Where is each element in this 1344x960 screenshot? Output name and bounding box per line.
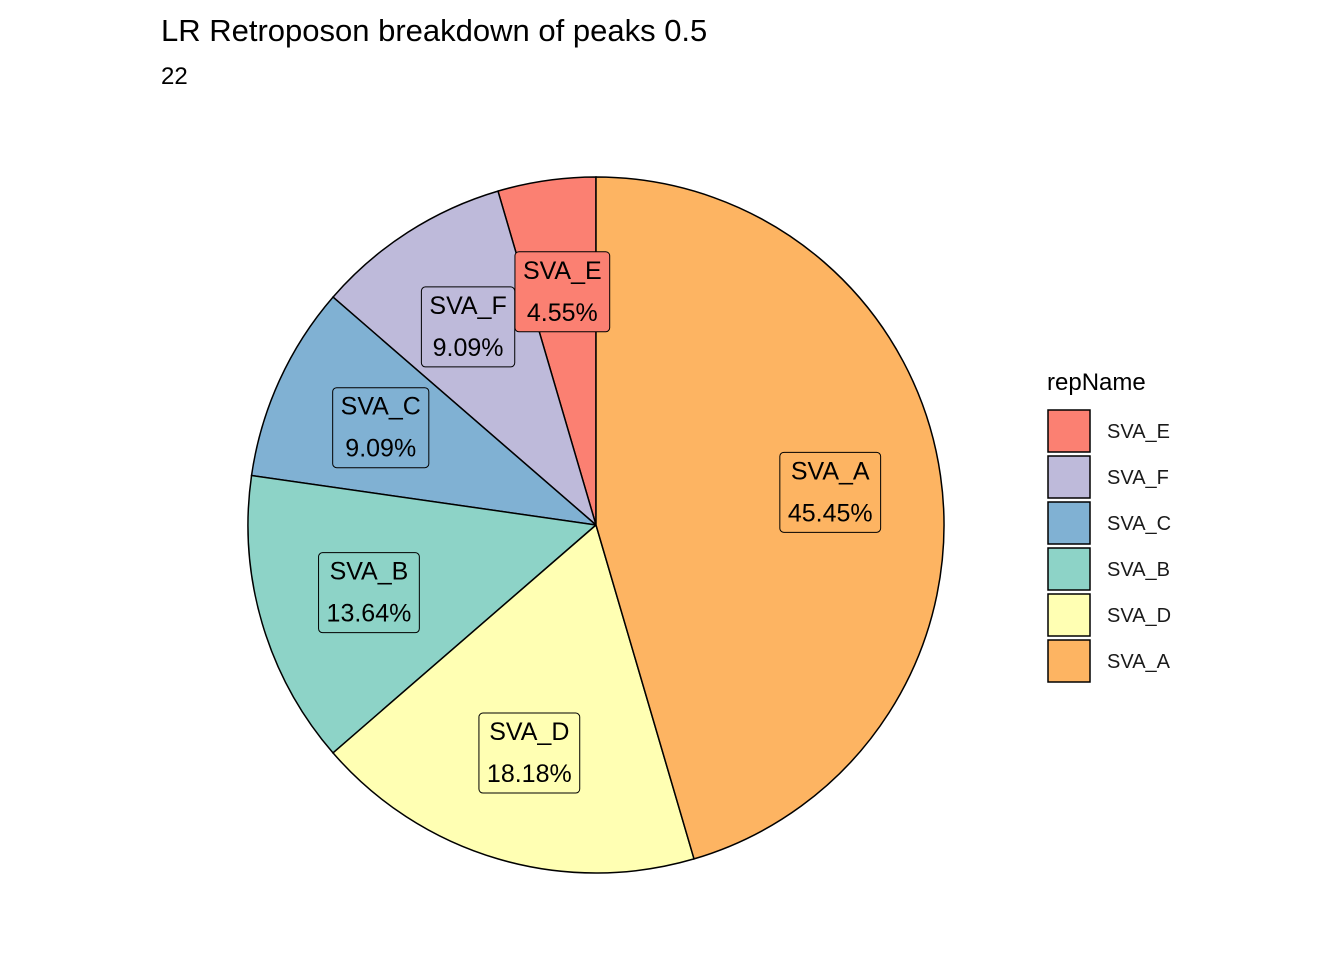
slice-label-sva-d: SVA_D 18.18% bbox=[478, 712, 581, 794]
pie-slice-sva-a bbox=[595, 176, 945, 860]
legend-title: repName bbox=[1047, 369, 1146, 396]
slice-label-percent: 45.45% bbox=[788, 499, 873, 527]
slice-label-percent: 9.09% bbox=[345, 435, 416, 463]
legend-key-sva-a bbox=[1047, 639, 1091, 683]
legend-label: SVA_F bbox=[1107, 467, 1169, 489]
legend-label: SVA_E bbox=[1107, 421, 1170, 443]
legend-label: SVA_B bbox=[1107, 559, 1170, 581]
slice-label-sva-f: SVA_F 9.09% bbox=[420, 286, 516, 368]
slice-label-name: SVA_B bbox=[330, 558, 409, 586]
slice-label-sva-b: SVA_B 13.64% bbox=[318, 552, 420, 634]
slice-label-percent: 4.55% bbox=[527, 299, 598, 327]
legend-label: SVA_C bbox=[1107, 513, 1171, 535]
pie-slice-sva-d bbox=[331, 523, 695, 874]
slice-label-box bbox=[332, 387, 430, 469]
slice-label-name: SVA_E bbox=[523, 257, 602, 285]
slice-label-name: SVA_C bbox=[341, 393, 421, 421]
slice-label-box bbox=[420, 286, 516, 368]
legend-key-sva-b bbox=[1047, 547, 1091, 591]
legend-key-sva-e bbox=[1047, 409, 1091, 453]
slice-label-sva-c: SVA_C 9.09% bbox=[332, 387, 430, 469]
legend: repName SVA_E SVA_F SVA_C SVA_B SVA_D SVA_A bbox=[1047, 369, 1171, 683]
slice-label-name: SVA_D bbox=[489, 718, 569, 746]
slice-label-name: SVA_A bbox=[791, 457, 870, 485]
legend-key-sva-d bbox=[1047, 593, 1091, 637]
legend-key-sva-f bbox=[1047, 455, 1091, 499]
legend-key-sva-c bbox=[1047, 501, 1091, 545]
chart-subtitle: 22 bbox=[161, 63, 188, 90]
legend-label: SVA_D bbox=[1107, 605, 1171, 627]
chart-title: LR Retroposon breakdown of peaks 0.5 bbox=[161, 13, 707, 48]
slice-label-sva-e: SVA_E 4.55% bbox=[514, 251, 611, 333]
legend-label: SVA_A bbox=[1107, 651, 1171, 673]
slice-label-percent: 13.64% bbox=[327, 600, 412, 628]
pie-slice-sva-b bbox=[247, 474, 598, 754]
slice-label-name: SVA_F bbox=[429, 292, 506, 320]
slice-labels: SVA_E 4.55% SVA_F 9.09% SVA_C 9.09% SVA_B 13.64… bbox=[318, 251, 882, 794]
slice-label-percent: 18.18% bbox=[487, 760, 572, 788]
slice-label-box bbox=[478, 712, 581, 794]
slice-label-sva-a: SVA_A 45.45% bbox=[779, 451, 882, 533]
slice-label-box bbox=[779, 451, 882, 533]
slice-label-box bbox=[318, 552, 420, 634]
slice-label-percent: 9.09% bbox=[433, 334, 504, 362]
